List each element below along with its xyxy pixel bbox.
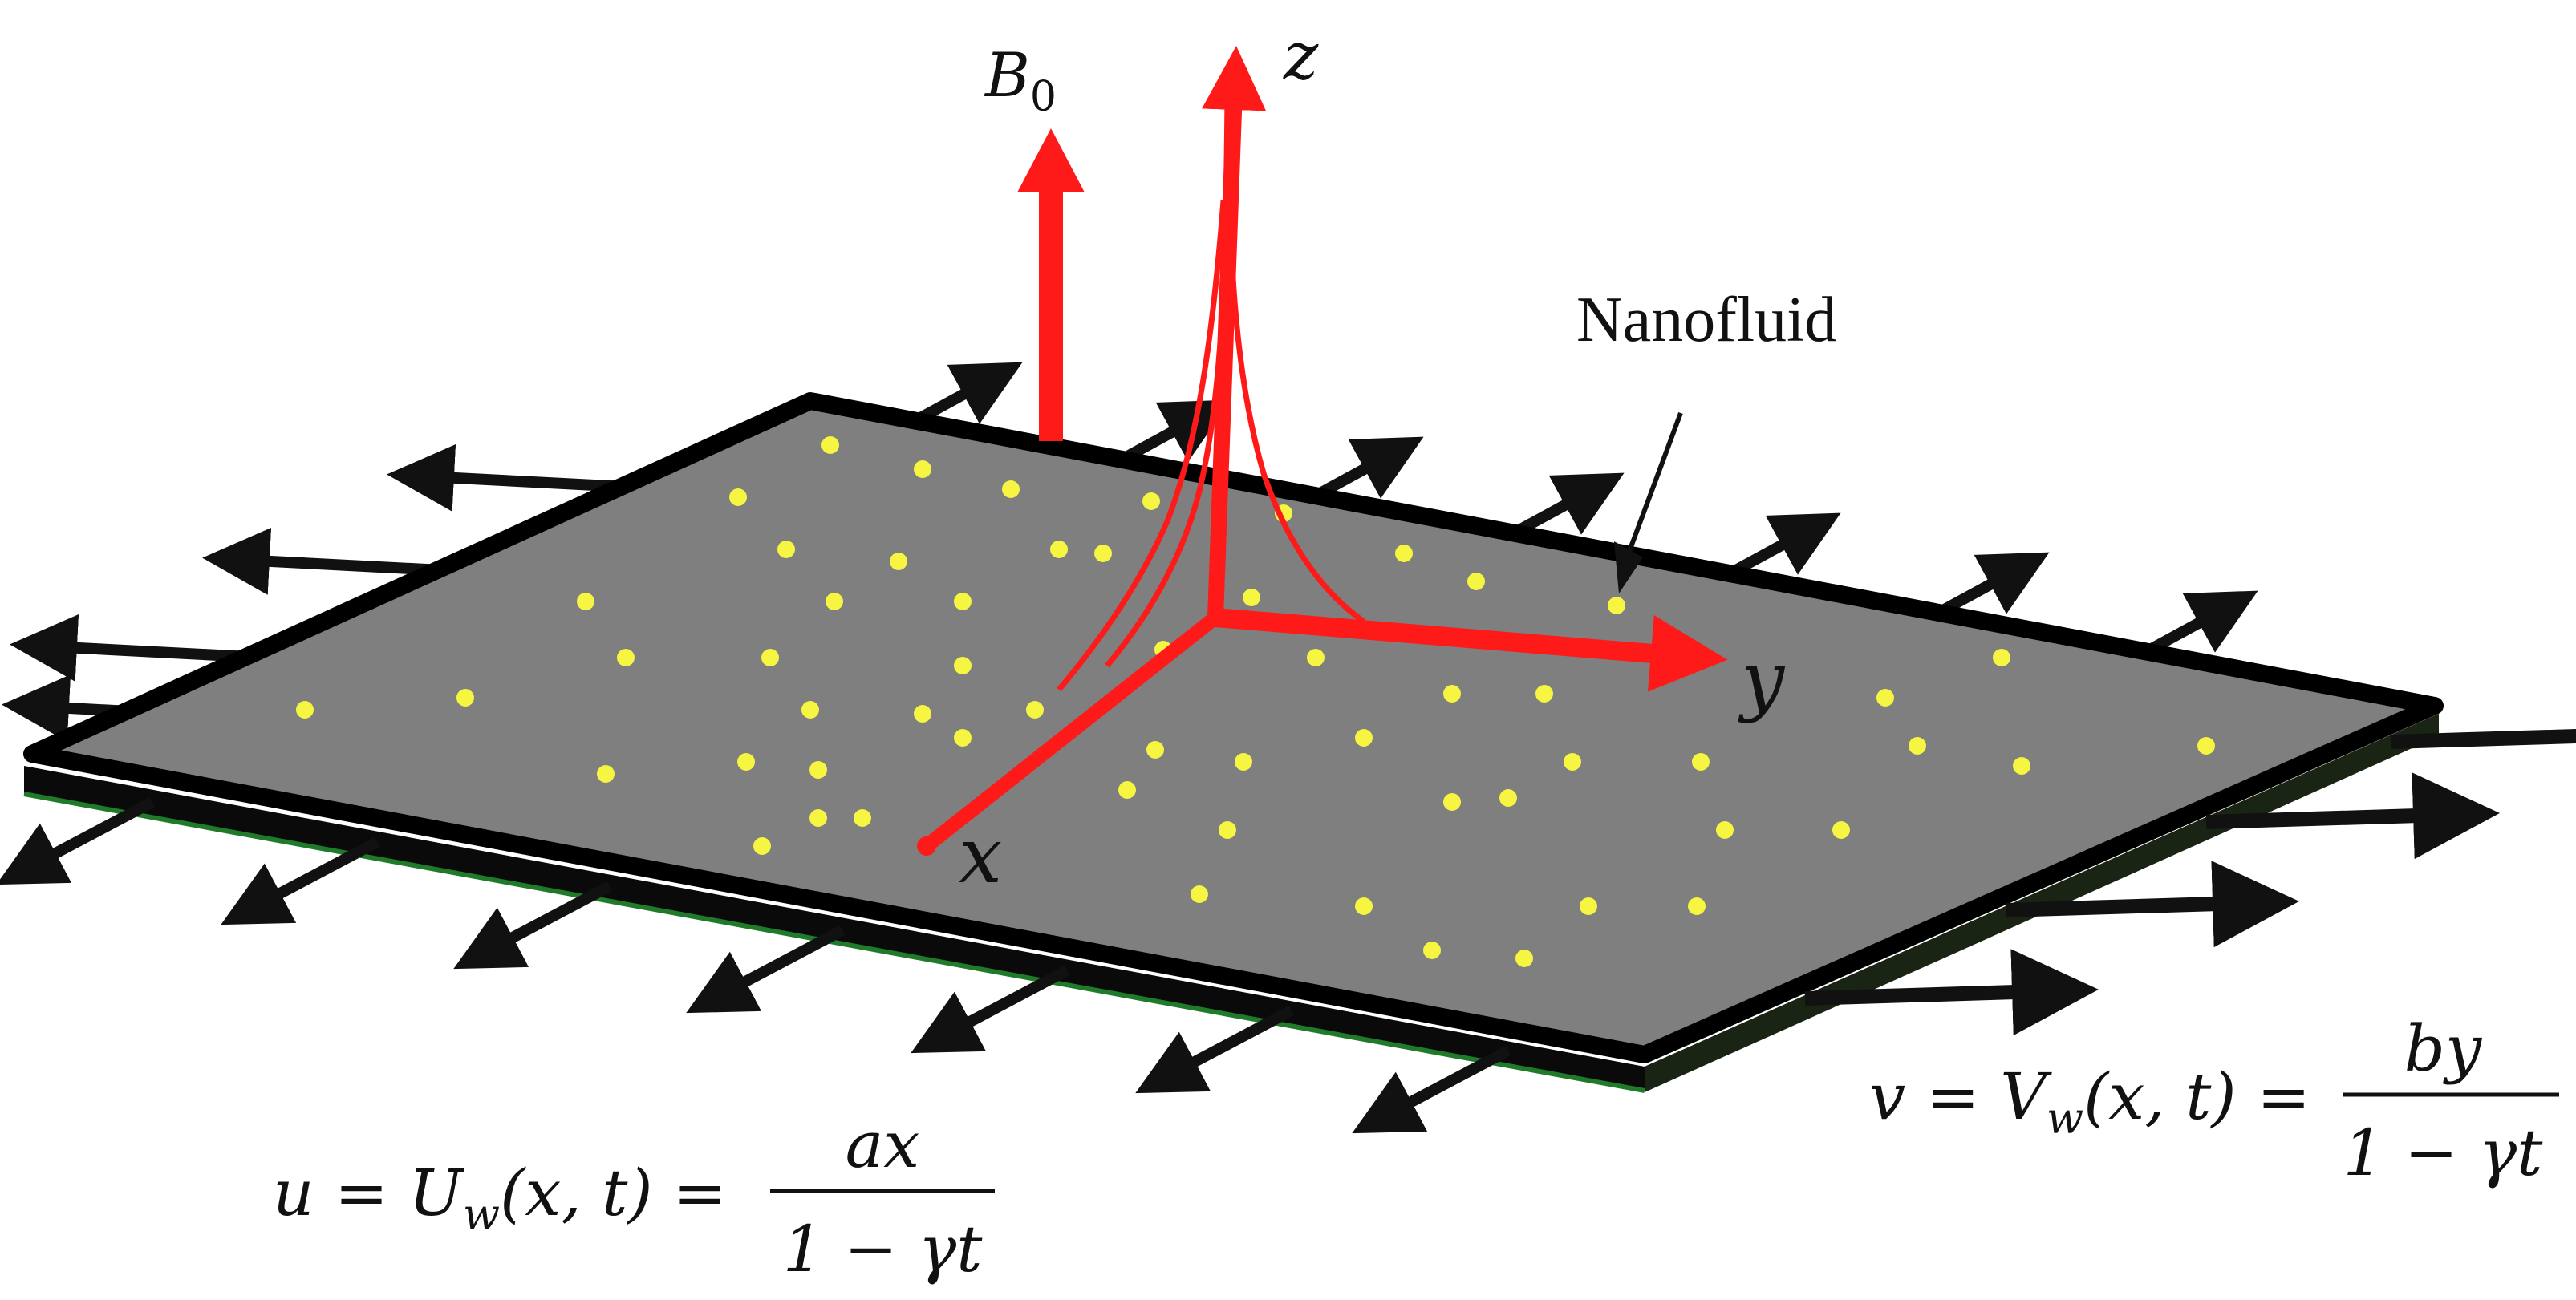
nanoparticle <box>1243 589 1260 606</box>
arrow-icon <box>911 965 1070 1054</box>
nanoparticle <box>1191 885 1208 903</box>
nanoparticle <box>761 649 779 666</box>
nanoparticle <box>914 705 931 723</box>
nanoparticle <box>1467 573 1485 590</box>
nanoparticle <box>821 436 839 454</box>
arrow-icon <box>2147 590 2258 655</box>
nanoparticle <box>1355 729 1373 747</box>
nanoparticle <box>801 701 819 719</box>
nanoparticle <box>914 460 931 478</box>
arrow-icon <box>10 614 266 682</box>
nanoparticle <box>826 593 843 610</box>
nanoparticle <box>1688 897 1706 915</box>
nanoparticle <box>1443 685 1461 703</box>
coordinate-axes <box>917 46 1728 856</box>
y-axis <box>1215 608 1728 692</box>
nanoparticle <box>890 553 907 570</box>
nanoparticle <box>1050 541 1068 558</box>
arrow-icon <box>911 362 1023 427</box>
nanoparticle <box>1118 781 1136 799</box>
sheet-bottom-edge-line <box>23 792 1645 1093</box>
nanoparticle <box>1355 897 1373 915</box>
arrow-icon <box>2205 772 2500 860</box>
nanoparticle <box>1499 789 1517 807</box>
nanoparticle <box>1026 701 1044 719</box>
nanoparticle <box>1235 753 1252 771</box>
y-axis-label: y <box>1738 634 1786 724</box>
magnetic-field-arrow <box>1017 128 1085 441</box>
nanoparticle <box>1423 942 1441 959</box>
stretching-arrows-back-top <box>911 362 2258 655</box>
nanoparticle <box>753 837 771 855</box>
x-axis-label: x <box>959 811 1002 901</box>
arrow-icon <box>1352 1045 1511 1134</box>
z-axis-label: z <box>1283 18 1319 95</box>
nanoparticle <box>1002 480 1020 498</box>
x-axis <box>922 611 1220 852</box>
nanoparticle <box>1142 492 1160 510</box>
svg-text:u = Uw(x, t) =: u = Uw(x, t) = <box>273 1156 727 1240</box>
nanoparticle <box>1219 821 1236 839</box>
nanoparticle <box>1580 897 1597 915</box>
arrow-icon <box>1513 472 1625 537</box>
arrow-icon <box>1804 949 2099 1036</box>
nanoparticle <box>1909 737 1926 755</box>
nanoparticle <box>1716 821 1734 839</box>
nanoparticle <box>1832 821 1850 839</box>
stretching-arrows-front-right <box>1804 728 2576 1036</box>
nanoparticle <box>1692 753 1710 771</box>
arrow-icon <box>1135 1005 1295 1094</box>
arrow-icon <box>1938 552 2050 617</box>
nanoparticle <box>597 765 615 783</box>
nanoparticle <box>737 753 755 771</box>
nanoparticle <box>1608 597 1625 614</box>
nanoparticle <box>1443 793 1461 811</box>
nanoparticle <box>456 689 474 707</box>
stretching-sheet <box>23 392 2444 1063</box>
nanoparticle <box>1515 950 1533 967</box>
nanoparticle <box>617 649 635 666</box>
nanofluid-pointer <box>1614 411 1683 593</box>
nanoparticle <box>2013 757 2030 775</box>
arrow-icon <box>2390 728 2576 749</box>
arrow-icon <box>1730 512 1841 577</box>
nanoparticle <box>954 593 972 610</box>
nanoparticle <box>729 488 747 506</box>
nanoparticle <box>809 761 827 779</box>
nanoparticle <box>1094 545 1112 562</box>
svg-text:ax: ax <box>846 1108 920 1182</box>
nanoparticle <box>954 729 972 747</box>
z-axis <box>1202 46 1267 618</box>
nanoparticle <box>1146 741 1164 759</box>
magnetic-field-label: B0 <box>984 39 1057 121</box>
svg-text:v = Vw(x, t) =: v = Vw(x, t) = <box>1869 1059 2310 1144</box>
nanoparticle <box>954 657 972 674</box>
nanoparticle <box>2197 737 2215 755</box>
nanoparticle <box>809 809 827 827</box>
nanoparticle <box>577 593 594 610</box>
svg-text:1 − γt: 1 − γt <box>2343 1116 2544 1190</box>
equation-v: v = Vw(x, t) = by 1 − γt <box>1869 1011 2559 1190</box>
arrow-icon <box>1312 436 1424 501</box>
nanoparticle <box>777 541 795 558</box>
arrow-icon <box>221 836 380 925</box>
arrow-icon <box>686 925 846 1014</box>
nanoparticle <box>1395 545 1413 562</box>
equation-u: u = Uw(x, t) = ax 1 − γt <box>273 1108 995 1286</box>
stretching-arrows-front-bottom <box>0 796 1511 1134</box>
nanoparticle <box>1993 649 2010 666</box>
arrow-icon <box>453 881 613 970</box>
nanoparticle <box>1876 689 1894 707</box>
nanoparticle <box>854 809 871 827</box>
nanoparticle <box>1564 753 1581 771</box>
nanoparticle <box>1307 649 1325 666</box>
nanoparticle <box>296 701 314 719</box>
nanoparticle <box>1535 685 1553 703</box>
arrow-icon <box>2005 861 2299 948</box>
arrow-icon <box>0 796 156 885</box>
nanofluid-label: Nanofluid <box>1576 285 1836 355</box>
svg-text:1 − γt: 1 − γt <box>783 1212 984 1286</box>
svg-text:by: by <box>2404 1011 2483 1086</box>
